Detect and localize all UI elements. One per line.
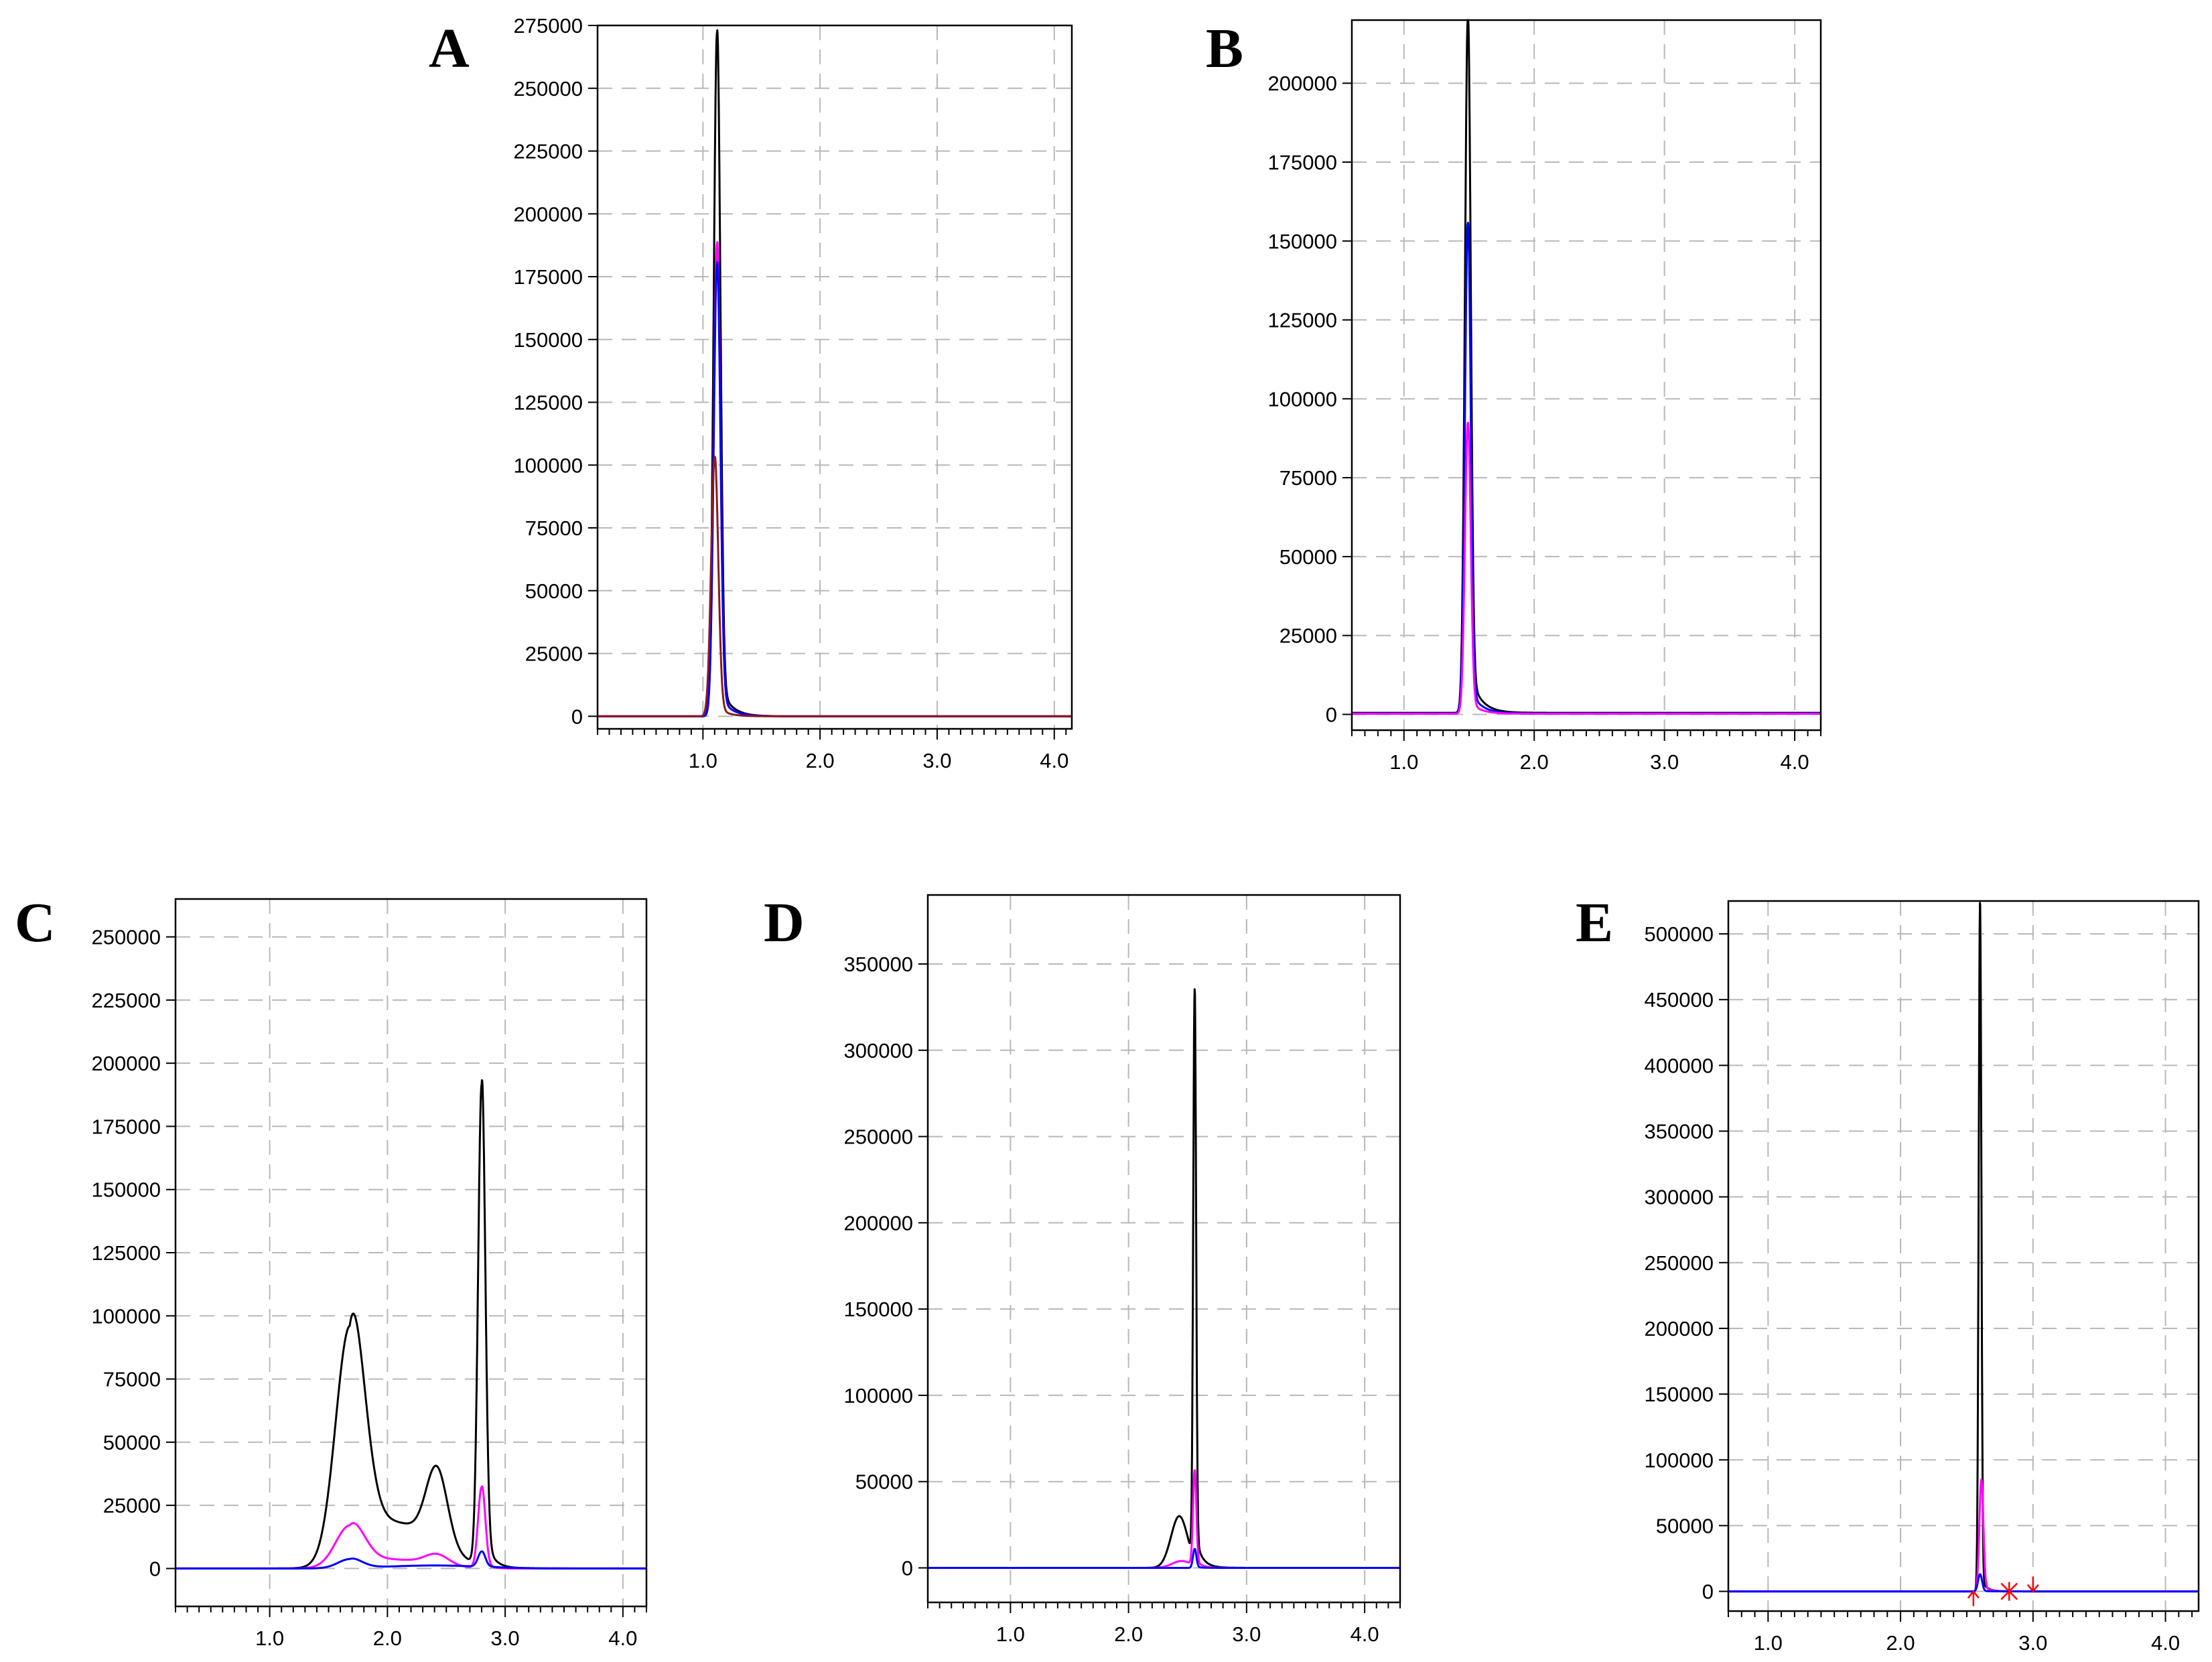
y-tick-label: 250000: [844, 1125, 913, 1149]
x-tick-label: 4.0: [2151, 1631, 2180, 1655]
trace-blue: [926, 1547, 1401, 1569]
y-tick-label: 150000: [514, 328, 583, 352]
y-tick-label: 500000: [1645, 922, 1714, 946]
y-tick-label: 75000: [103, 1368, 161, 1391]
x-tick-label: 2.0: [1886, 1631, 1915, 1655]
x-tick-label: 3.0: [922, 749, 951, 772]
y-tick-label: 0: [1702, 1580, 1714, 1604]
y-tick-label: 275000: [514, 14, 583, 38]
y-tick-label: 125000: [1268, 309, 1337, 332]
x-tick-label: 3.0: [1232, 1622, 1261, 1646]
y-tick-label: 100000: [1268, 387, 1337, 411]
peak-marker-arrow-up: [1967, 1590, 1980, 1606]
y-tick-label: 0: [149, 1557, 161, 1580]
x-tick-label: 1.0: [996, 1622, 1025, 1646]
trace-blue: [1727, 1573, 2200, 1593]
y-tick-label: 225000: [92, 989, 161, 1012]
chromatogram-panel-b: B 0 25000 50000 75000 100000 125000 150000 1750…: [1206, 17, 1822, 774]
x-tick-label: 2.0: [1520, 750, 1549, 774]
peak-marker-star: [2000, 1582, 2018, 1601]
y-tick-label: 150000: [92, 1178, 161, 1202]
trace-blue: [174, 1550, 648, 1570]
y-tick-label: 100000: [1645, 1448, 1714, 1472]
y-tick-label: 350000: [844, 953, 913, 976]
y-tick-label: 50000: [103, 1431, 161, 1454]
y-tick-label: 300000: [844, 1039, 913, 1062]
y-tick-label: 200000: [514, 202, 583, 226]
x-tick-label: 1.0: [255, 1626, 284, 1650]
y-tick-label: 150000: [1268, 230, 1337, 253]
y-tick-label: 125000: [514, 391, 583, 415]
y-tick-label: 175000: [92, 1115, 161, 1138]
x-tick-label: 4.0: [1781, 750, 1809, 774]
y-tick-label: 0: [1326, 703, 1337, 726]
y-tick-label: 400000: [1645, 1054, 1714, 1077]
panel-letter: C: [15, 892, 56, 954]
y-tick-label: 250000: [514, 77, 583, 100]
x-tick-label: 2.0: [1114, 1622, 1143, 1646]
trace-magenta: [1351, 421, 1822, 715]
trace-brown: [596, 456, 1073, 717]
plot-frame: [596, 24, 1073, 730]
y-tick-label: 50000: [1280, 545, 1337, 569]
chromatogram-panel-d: D 0 50000 100000 150000 200000 250000 300000 35…: [764, 892, 1401, 1646]
x-tick-label: 3.0: [2018, 1631, 2047, 1655]
x-tick-label: 1.0: [1389, 750, 1418, 774]
y-tick-label: 250000: [92, 926, 161, 949]
y-tick-label: 125000: [92, 1241, 161, 1265]
y-tick-label: 100000: [514, 454, 583, 477]
y-tick-label: 450000: [1645, 988, 1714, 1012]
y-tick-label: 75000: [1280, 466, 1337, 490]
y-tick-label: 50000: [855, 1470, 913, 1494]
x-tick-label: 4.0: [1040, 749, 1068, 772]
x-tick-label: 4.0: [1351, 1622, 1379, 1646]
y-tick-label: 0: [571, 705, 583, 728]
y-tick-label: 25000: [525, 642, 583, 666]
y-tick-label: 100000: [844, 1384, 913, 1407]
x-tick-label: 1.0: [1754, 1631, 1783, 1655]
x-tick-label: 3.0: [1650, 750, 1679, 774]
chromatogram-panel-e: E 0 50000 100000 150000 200000 250000 300000 35…: [1576, 892, 2200, 1655]
chromatogram-panel-a: A 0 25000 50000 75000 100000 125000 150000 1750…: [429, 14, 1073, 772]
x-tick-label: 4.0: [608, 1626, 637, 1650]
y-tick-label: 250000: [1645, 1251, 1714, 1275]
y-tick-label: 300000: [1645, 1186, 1714, 1209]
y-tick-label: 25000: [103, 1494, 161, 1517]
y-tick-label: 200000: [1268, 72, 1337, 95]
y-tick-label: 200000: [1645, 1317, 1714, 1340]
x-tick-label: 3.0: [491, 1626, 520, 1650]
panel-letter: A: [429, 17, 470, 80]
y-tick-label: 350000: [1645, 1120, 1714, 1144]
chromatogram-panel-c: C 0 25000 50000 75000 100000 125000 150000 1750…: [15, 892, 648, 1650]
panel-letter: B: [1206, 17, 1243, 80]
x-tick-label: 2.0: [373, 1626, 402, 1650]
panel-letter: E: [1576, 892, 1613, 954]
y-tick-label: 100000: [92, 1304, 161, 1328]
y-tick-label: 225000: [514, 140, 583, 163]
y-tick-label: 75000: [525, 516, 583, 540]
panel-letter: D: [764, 892, 805, 954]
y-tick-label: 200000: [844, 1211, 913, 1235]
y-tick-label: 50000: [1656, 1514, 1714, 1537]
x-tick-label: 2.0: [806, 749, 835, 772]
y-tick-label: 25000: [1280, 624, 1337, 648]
x-tick-label: 1.0: [689, 749, 717, 772]
y-tick-label: 200000: [92, 1052, 161, 1075]
y-tick-label: 0: [902, 1556, 913, 1580]
y-tick-label: 150000: [1645, 1383, 1714, 1406]
y-tick-label: 175000: [514, 265, 583, 289]
y-tick-label: 150000: [844, 1298, 913, 1321]
y-tick-label: 175000: [1268, 151, 1337, 174]
peak-marker-arrow-down: [2026, 1576, 2039, 1593]
plot-frame: [1727, 900, 2200, 1612]
y-tick-label: 50000: [525, 579, 583, 603]
